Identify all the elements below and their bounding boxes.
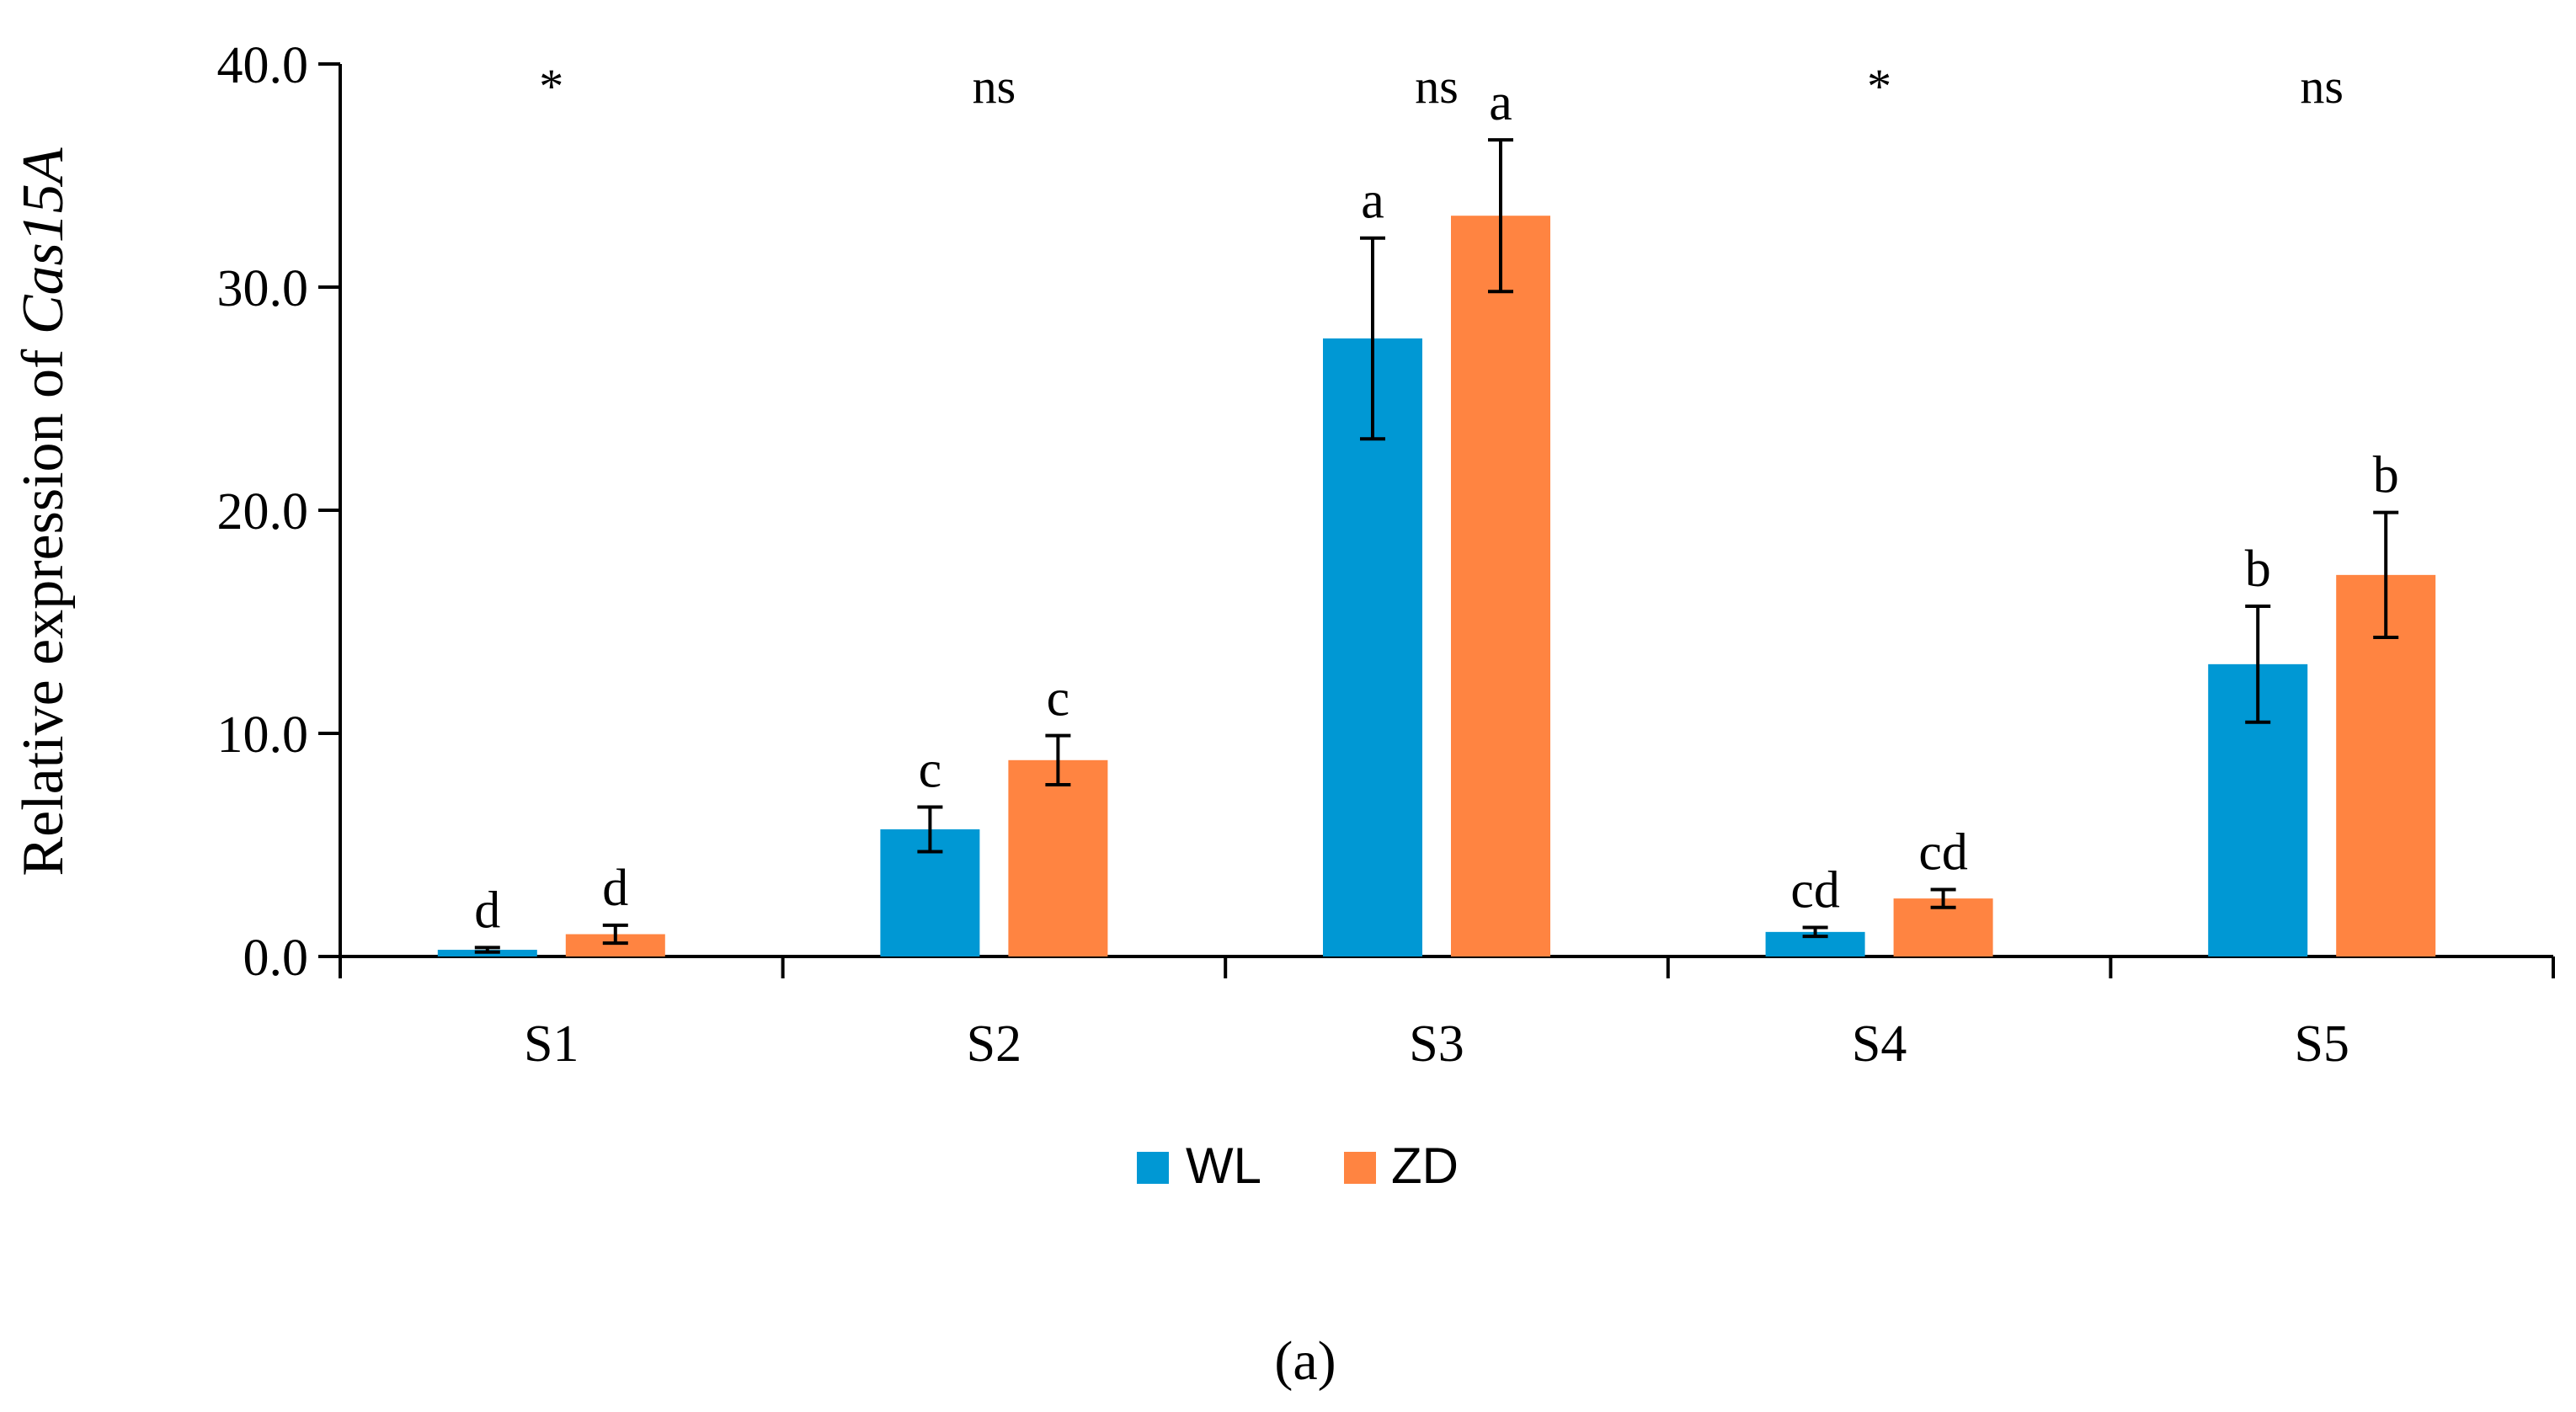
legend: WL ZD [1137,1138,1459,1194]
significance-letter: a [1489,74,1512,131]
chart-bars [437,138,2436,956]
chart-axes: 0.0 10.0 20.0 30.0 40.0 [217,37,2555,987]
significance-letter: d [474,882,500,939]
significance-letter: cd [1790,862,1840,919]
significance-label: * [1867,59,1891,114]
legend-label-wl: WL [1186,1138,1261,1194]
significance-letter: c [919,741,942,798]
significance-letter: a [1361,173,1384,230]
x-tick-label: S4 [1852,1015,1907,1073]
y-tick-label: 20.0 [217,483,309,541]
x-tick-label: S1 [524,1015,579,1073]
bar-zd-s3 [1451,216,1550,956]
y-axis-label-gene: Cas15A [11,147,76,334]
legend-swatch-zd [1344,1152,1376,1184]
significance-letter: c [1047,670,1070,727]
bar-wl-s3 [1323,338,1422,956]
y-tick-label: 40.0 [217,37,309,94]
significance-letter: cd [1918,824,1968,882]
significance-label: ns [2300,59,2344,114]
y-tick-label: 30.0 [217,260,309,317]
significance-letter: b [2373,447,2399,504]
y-tick-label: 10.0 [217,706,309,764]
bar-zd-s2 [1008,759,1108,956]
significance-label: * [539,59,563,114]
y-axis-label: Relative expression of Cas15A [11,147,76,876]
x-tick-label: S3 [1409,1015,1464,1073]
significance-letter: d [602,860,628,917]
panel-label: (a) [1274,1330,1336,1392]
y-axis-label-prefix: Relative expression of [11,334,76,876]
legend-label-zd: ZD [1391,1138,1459,1194]
significance-label: ns [1415,59,1459,114]
y-tick-label: 0.0 [243,930,309,987]
significance-label: ns [973,59,1016,114]
significance-letter: b [2245,541,2271,598]
x-tick-label: S2 [967,1015,1021,1073]
x-tick-label: S5 [2294,1015,2349,1073]
legend-swatch-wl [1137,1152,1169,1184]
